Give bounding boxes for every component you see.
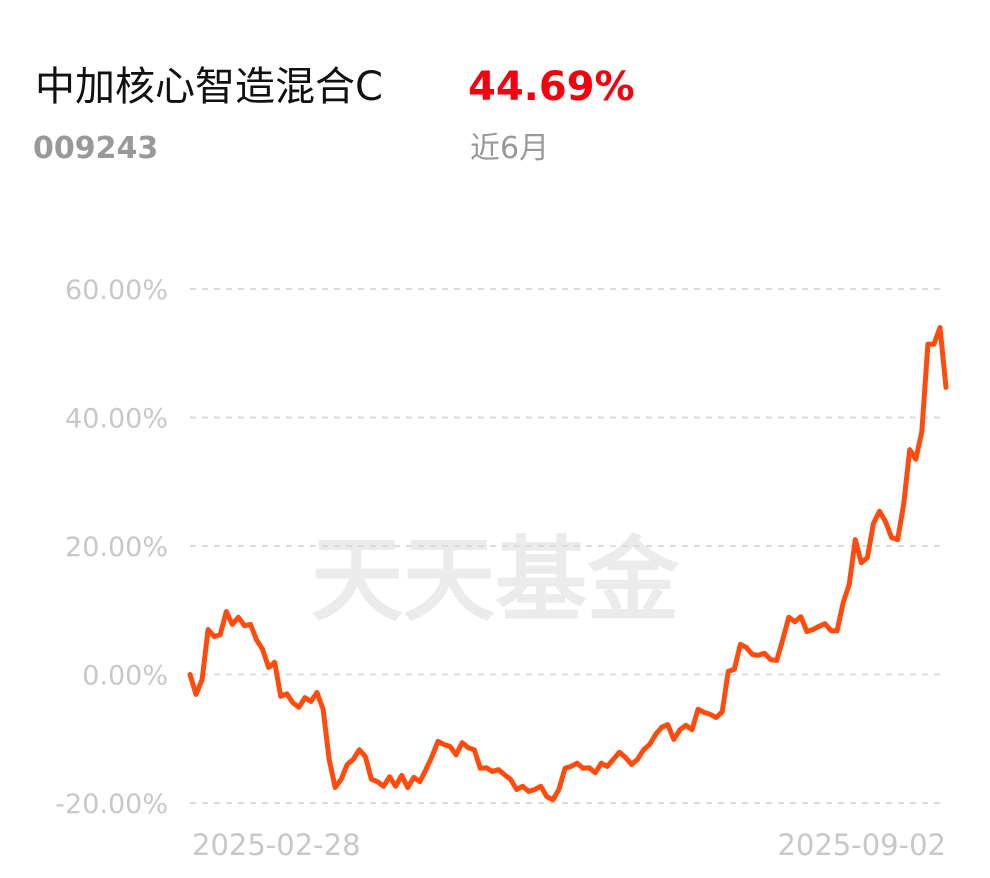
data-line — [187, 325, 949, 803]
fund-name: 中加核心智造混合C — [35, 64, 383, 110]
period: 近6月 — [470, 131, 549, 166]
y-tick-label: -20.00% — [55, 789, 168, 820]
y-tick-label: 40.00% — [65, 404, 168, 435]
y-tick-label: 60.00% — [65, 275, 168, 306]
y-tick-label: 0.00% — [82, 661, 168, 692]
fund-code: 009243 — [33, 131, 158, 166]
watermark: 天天基金 — [311, 527, 680, 634]
x-tick-label: 2025-02-28 — [192, 828, 361, 862]
x-tick-label: 2025-09-02 — [777, 828, 946, 862]
return: 44.69% — [468, 64, 635, 110]
y-tick-label: 20.00% — [65, 532, 168, 563]
